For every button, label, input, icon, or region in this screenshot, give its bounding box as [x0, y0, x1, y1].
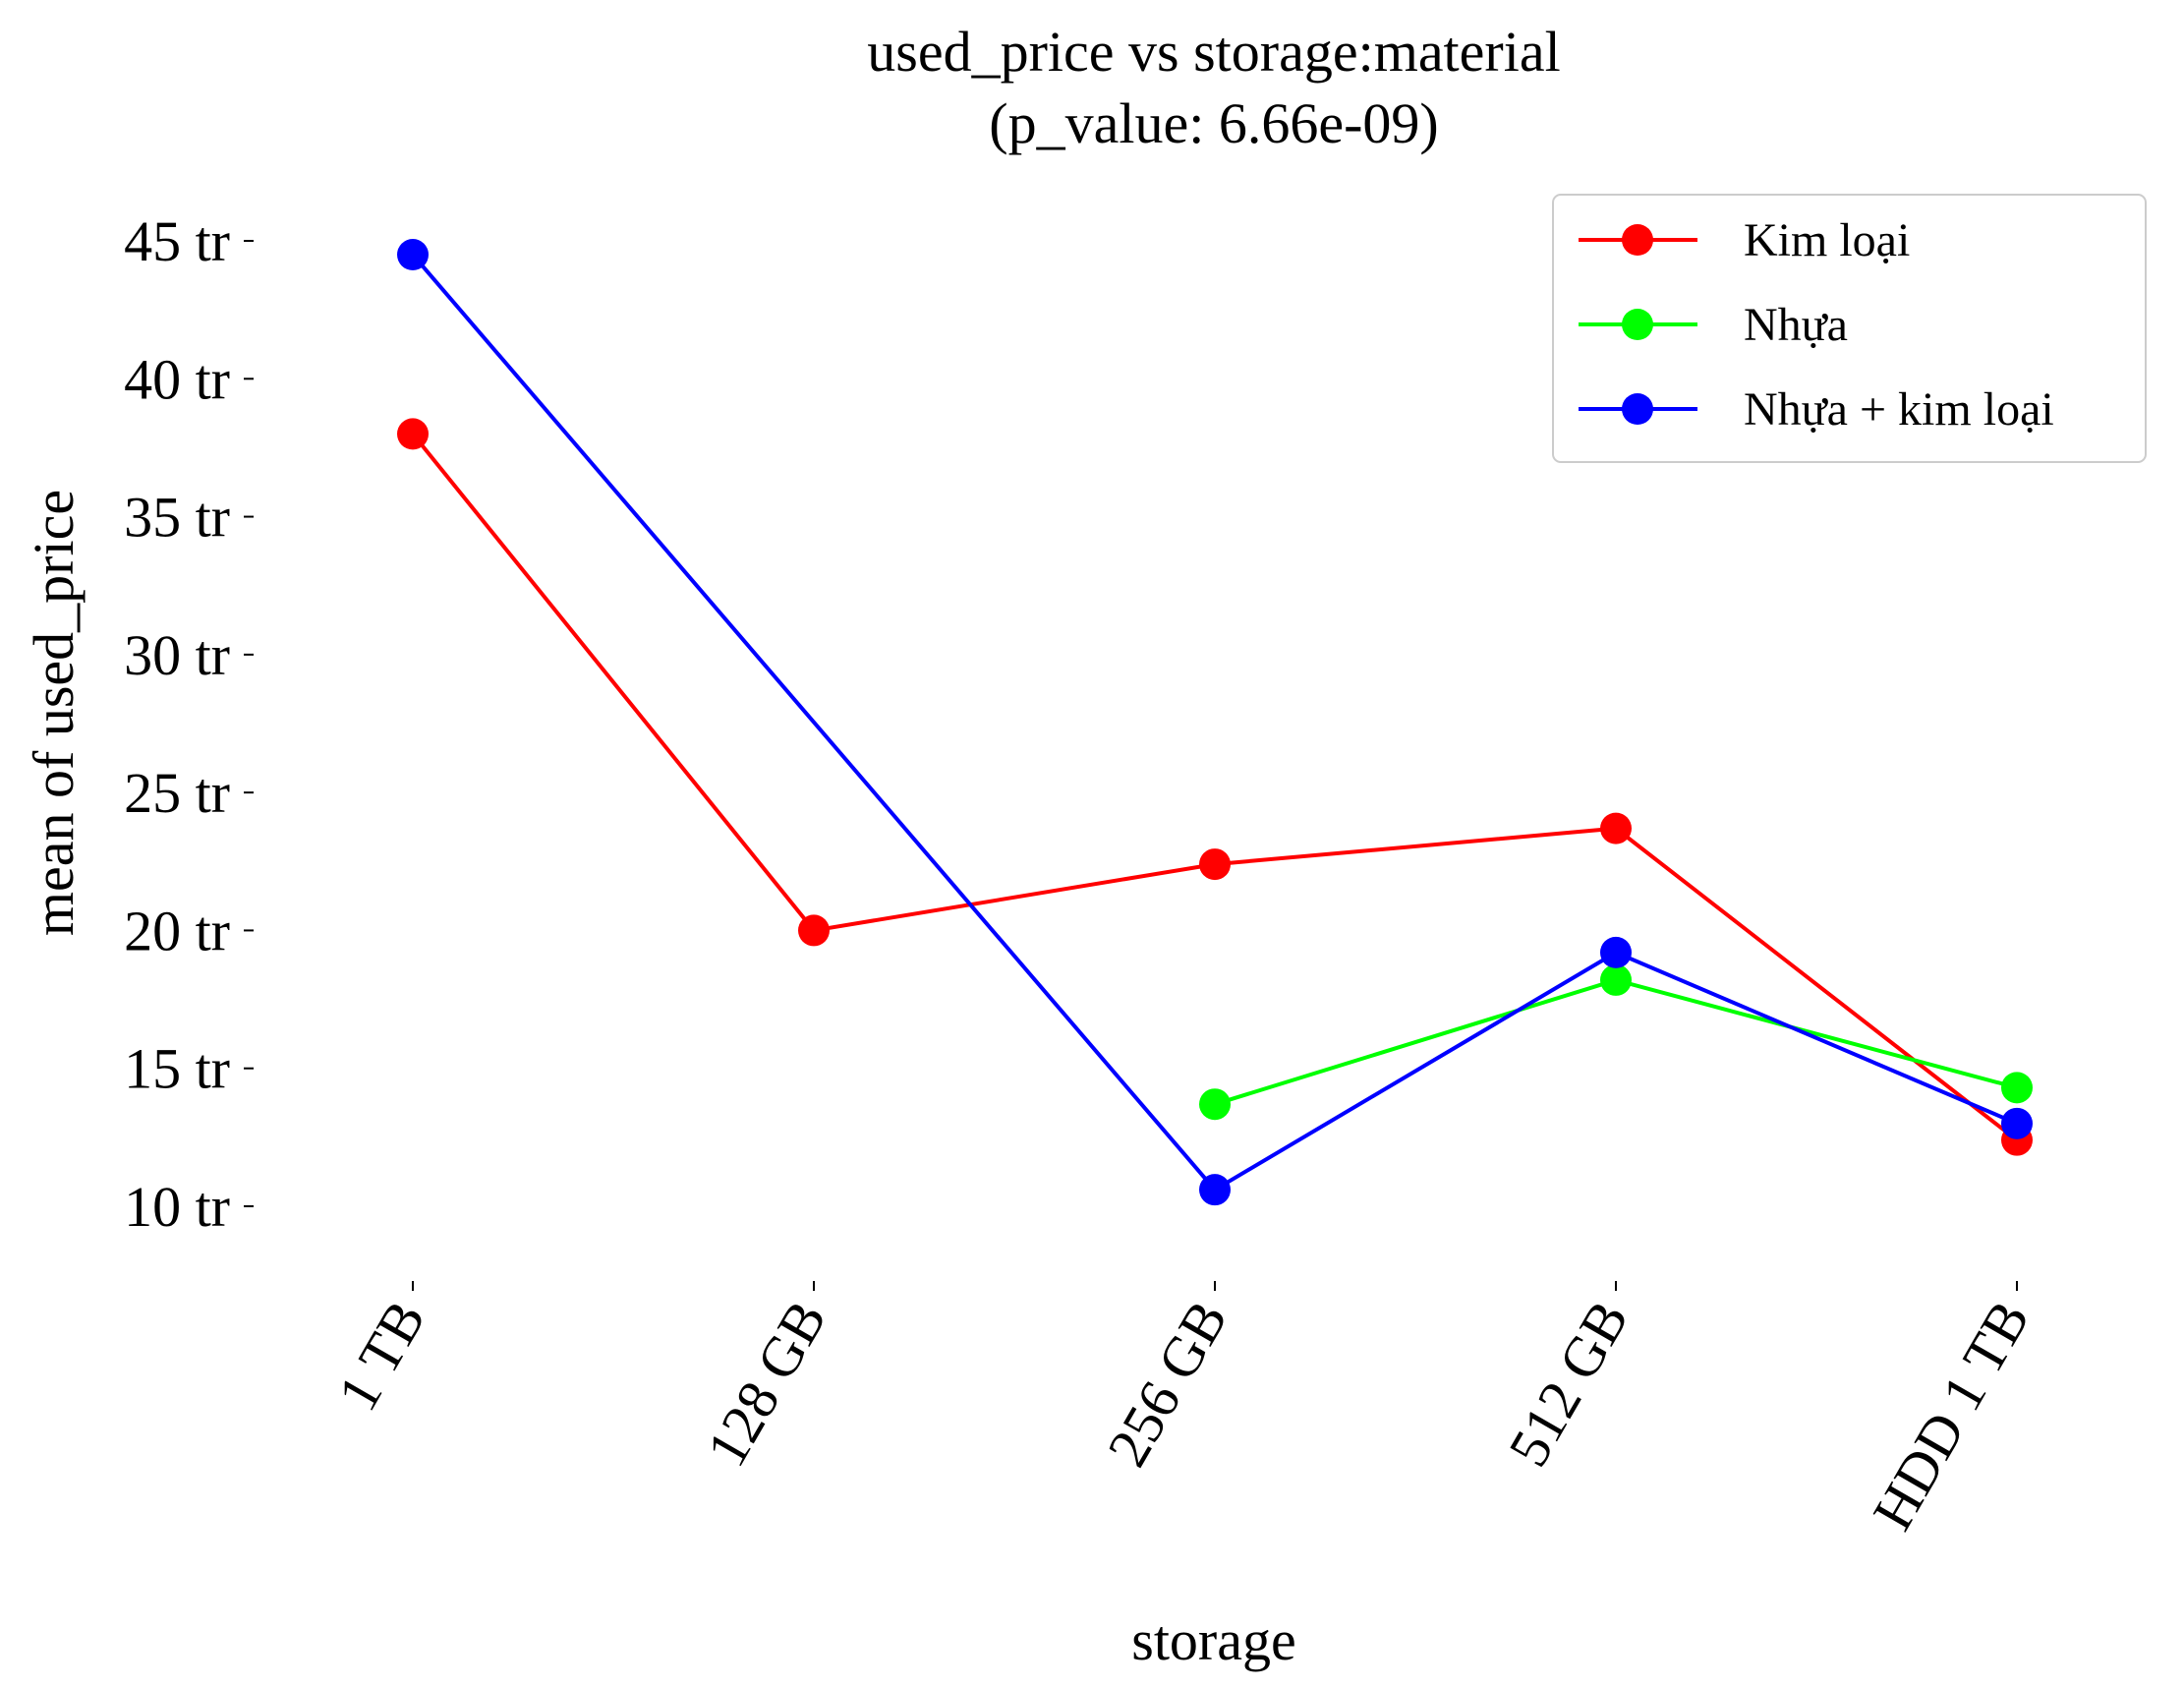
data-point — [397, 239, 429, 271]
data-point — [2001, 1107, 2033, 1139]
legend: Kim loại Nhựa Nhựa + kim loại — [1552, 194, 2147, 463]
data-point — [1199, 1174, 1231, 1206]
y-tick-label: 15 tr — [124, 1037, 230, 1101]
data-point — [1600, 963, 1632, 996]
y-axis-ticks: 10 tr 15 tr 20 tr 25 tr 30 tr 35 tr 40 tr 45 tr — [124, 209, 254, 1239]
y-tick-label: 30 tr — [124, 623, 230, 687]
x-tick-label: 256 GB — [1095, 1290, 1239, 1477]
data-point — [2001, 1072, 2033, 1104]
y-tick-label: 25 tr — [124, 761, 230, 825]
legend-label: Kim loại — [1744, 214, 1910, 266]
legend-marker — [1622, 224, 1653, 256]
y-tick-label: 10 tr — [124, 1175, 230, 1239]
legend-marker — [1622, 393, 1653, 425]
data-point — [1600, 812, 1632, 844]
legend-label: Nhựa — [1744, 299, 1848, 351]
y-tick-label: 35 tr — [124, 486, 230, 550]
series-line — [1214, 977, 2018, 1107]
y-tick-label: 20 tr — [124, 899, 230, 962]
x-tick-label: HDD 1 TB — [1861, 1290, 2042, 1541]
x-tick-label: 1 TB — [325, 1290, 438, 1421]
data-point — [1199, 848, 1231, 881]
legend-marker — [1622, 309, 1653, 340]
chart-subtitle: (p_value: 6.66e-09) — [989, 91, 1438, 155]
series-line — [411, 253, 2018, 1193]
legend-frame — [1552, 194, 2147, 463]
data-point — [1199, 1088, 1231, 1121]
y-tick-label: 40 tr — [124, 347, 230, 411]
x-tick-label: 512 GB — [1496, 1290, 1640, 1477]
x-tick-label: 128 GB — [694, 1290, 838, 1477]
data-point — [798, 914, 830, 947]
data-point — [1600, 936, 1632, 968]
y-tick-label: 45 tr — [124, 209, 230, 273]
data-point — [397, 418, 429, 450]
series-markers — [397, 239, 2033, 1206]
x-axis-label: storage — [1131, 1608, 1296, 1672]
chart-title: used_price vs storage:material — [867, 20, 1560, 84]
legend-label: Nhựa + kim loại — [1744, 383, 2054, 436]
series-line — [411, 433, 2019, 1142]
x-axis-ticks: 1 TB 128 GB 256 GB 512 GB HDD 1 TB — [325, 1281, 2042, 1541]
y-axis-label: mean of used_price — [22, 490, 86, 936]
